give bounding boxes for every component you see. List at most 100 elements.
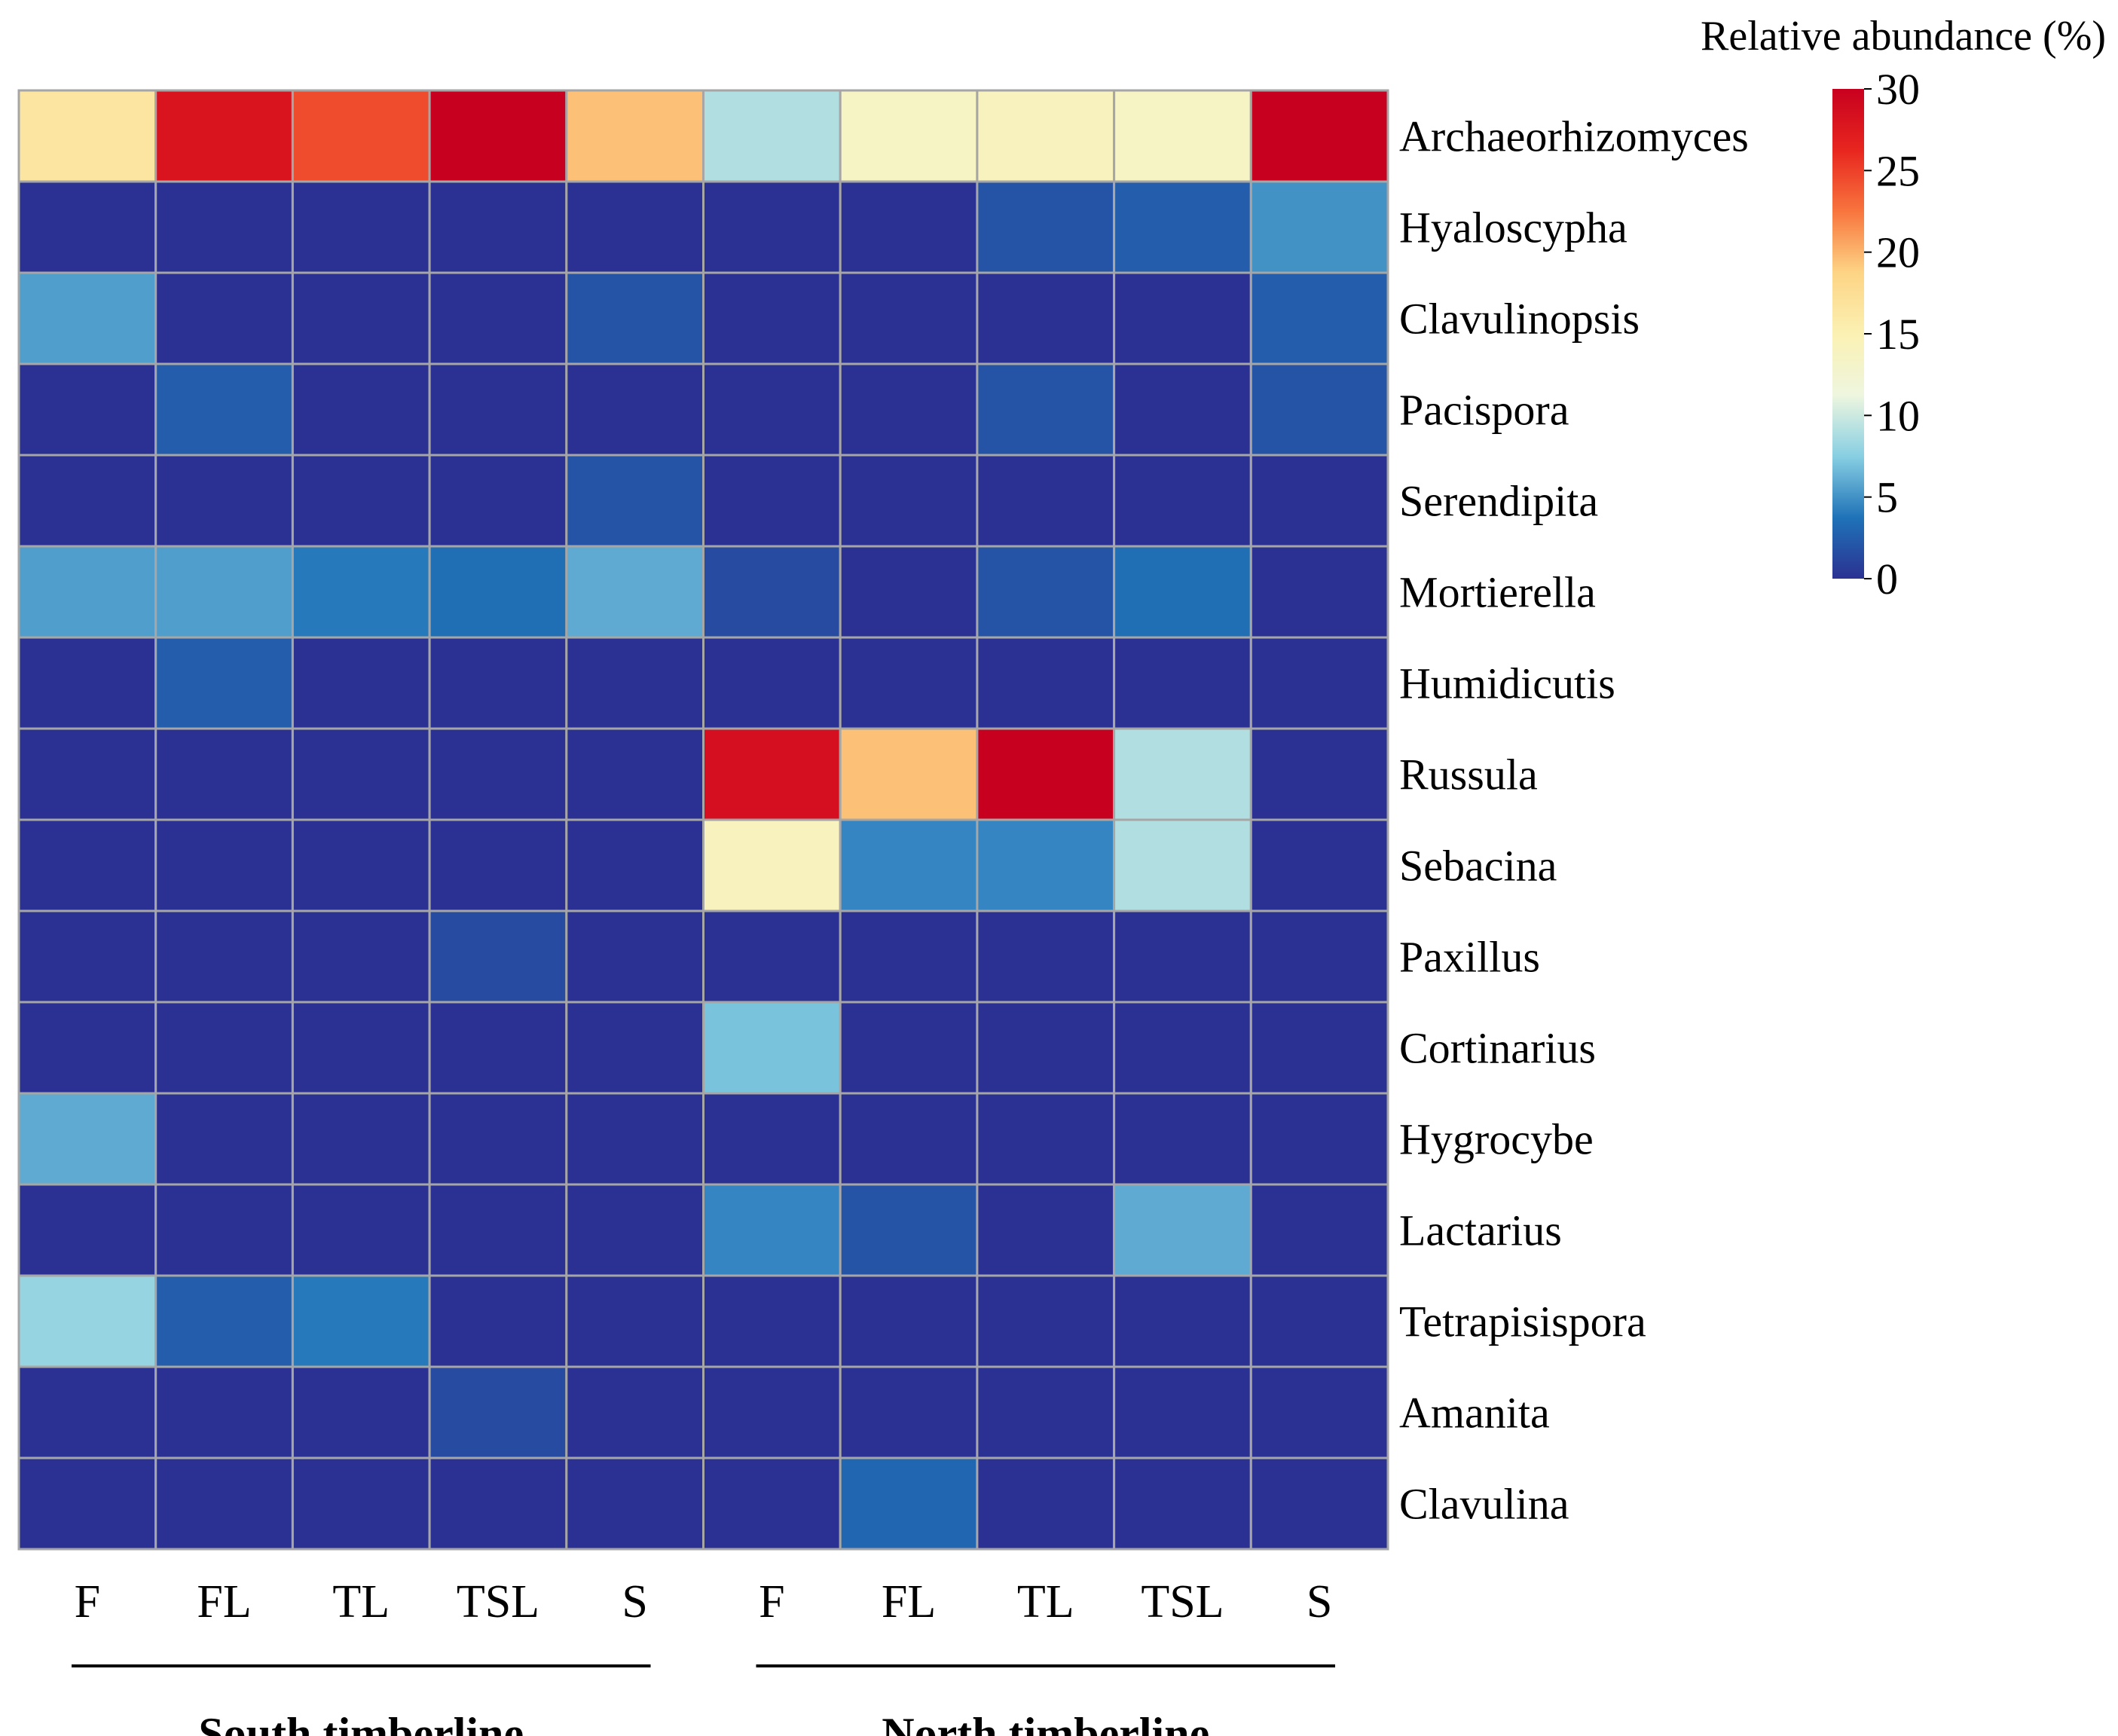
heatmap-cell [1113, 180, 1252, 274]
heatmap-cell [976, 180, 1116, 274]
heatmap-cell [291, 271, 431, 365]
heatmap-cell [291, 1183, 431, 1277]
legend-tick-label: 5 [1876, 473, 1898, 522]
heatmap-cell [154, 180, 294, 274]
heatmap-cell [702, 454, 842, 548]
column-label: TSL [1141, 1576, 1224, 1628]
heatmap-cell [17, 1001, 157, 1095]
row-label: Serendipita [1399, 477, 1598, 526]
color-legend: Relative abundance (%) 30 25 20 15 10 5 0 [1701, 13, 2106, 604]
heatmap-cell [17, 89, 157, 183]
heatmap-cell [839, 89, 979, 183]
heatmap-cell [17, 454, 157, 548]
heatmap-cell [17, 909, 157, 1004]
heatmap-cell [702, 1365, 842, 1459]
heatmap-cell [839, 727, 979, 821]
heatmap-cell [565, 271, 704, 365]
column-label: TL [332, 1576, 390, 1628]
heatmap-cell [702, 1274, 842, 1368]
row-label: Mortierella [1399, 568, 1596, 617]
heatmap-cell [565, 1274, 704, 1368]
row-label: Tetrapisispora [1399, 1297, 1646, 1346]
heatmap-cell [291, 727, 431, 821]
heatmap-cell [1113, 1365, 1252, 1459]
heatmap-cell [291, 89, 431, 183]
heatmap-cell [565, 1456, 704, 1551]
heatmap-cell [1249, 1183, 1389, 1277]
heatmap-cell [839, 1274, 979, 1368]
column-label: S [1307, 1576, 1332, 1628]
heatmap-cell [428, 1456, 568, 1551]
heatmap-cell [976, 89, 1116, 183]
heatmap-cell [428, 636, 568, 730]
heatmap-cell [1249, 727, 1389, 821]
heatmap-cell [976, 545, 1116, 639]
heatmap-cell [565, 909, 704, 1004]
heatmap-cell [291, 909, 431, 1004]
heatmap-cell [702, 1456, 842, 1551]
heatmap-cell [428, 271, 568, 365]
heatmap-cell [428, 909, 568, 1004]
heatmap-cell [154, 727, 294, 821]
heatmap-cell [976, 362, 1116, 457]
heatmap-cell [291, 1092, 431, 1186]
heatmap-cell [154, 1456, 294, 1551]
heatmap-cell [291, 1001, 431, 1095]
group-label: South timberline [198, 1709, 524, 1736]
row-label: Amanita [1399, 1389, 1550, 1438]
heatmap-cell [428, 180, 568, 274]
row-label: Hygrocybe [1399, 1115, 1594, 1164]
heatmap-cell [1113, 636, 1252, 730]
heatmap-cell [976, 727, 1116, 821]
heatmap-cell [839, 636, 979, 730]
heatmap-cell [565, 636, 704, 730]
row-labels: Archaeorhizomyces Hyaloscypha Clavulinopsi… [1399, 112, 1749, 1529]
heatmap-cell [839, 1456, 979, 1551]
legend-title: Relative abundance (%) [1701, 13, 2106, 60]
heatmap-cell [1249, 1365, 1389, 1459]
heatmap-cell [565, 727, 704, 821]
heatmap-cell [565, 545, 704, 639]
heatmap-cell [1113, 1456, 1252, 1551]
heatmap-cell [291, 1365, 431, 1459]
heatmap-cell [839, 362, 979, 457]
heatmap-cell [1113, 545, 1252, 639]
column-label: F [75, 1576, 100, 1628]
heatmap-cell [1249, 1274, 1389, 1368]
heatmap-cell [565, 818, 704, 912]
heatmap-cell [17, 1456, 157, 1551]
heatmap-cell [702, 180, 842, 274]
heatmap-cell [702, 89, 842, 183]
heatmap-cell [17, 545, 157, 639]
heatmap-cell [565, 1183, 704, 1277]
heatmap-cell [1249, 545, 1389, 639]
heatmap-cell [976, 1092, 1116, 1186]
heatmap-cell [1113, 1092, 1252, 1186]
heatmap-cell [428, 1365, 568, 1459]
heatmap-cell [154, 1001, 294, 1095]
heatmap-cell [1249, 271, 1389, 365]
heatmap-cell [428, 818, 568, 912]
heatmap-cell [1113, 909, 1252, 1004]
heatmap-cell [428, 1092, 568, 1186]
heatmap-cell [1113, 1274, 1252, 1368]
colorbar [1832, 89, 1864, 579]
heatmap-cell [428, 1001, 568, 1095]
heatmap-cell [702, 727, 842, 821]
legend-tick-label: 15 [1876, 310, 1920, 359]
column-label: FL [197, 1576, 251, 1628]
heatmap-cell [1249, 1001, 1389, 1095]
heatmap-cell [702, 818, 842, 912]
heatmap-cell [702, 636, 842, 730]
heatmap-cells [17, 89, 1389, 1551]
heatmap-cell [17, 1365, 157, 1459]
heatmap-cell [1249, 909, 1389, 1004]
heatmap-cell [154, 1183, 294, 1277]
heatmap-cell [839, 1183, 979, 1277]
legend-tick-label: 25 [1876, 146, 1920, 195]
heatmap-cell [839, 180, 979, 274]
heatmap-cell [702, 362, 842, 457]
heatmap-cell [154, 818, 294, 912]
heatmap-cell [1249, 818, 1389, 912]
heatmap-cell [154, 89, 294, 183]
